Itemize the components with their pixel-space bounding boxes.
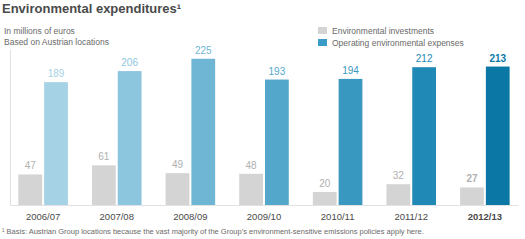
subtitle: In millions of euros (4, 26, 75, 36)
x-tick-label: 2010/11 (321, 211, 355, 222)
legend-swatch (318, 27, 327, 34)
bar (486, 67, 510, 205)
legend-label: Operating environmental expenses (332, 38, 464, 48)
data-label: 213 (489, 53, 506, 64)
bar (412, 67, 436, 205)
bar (44, 82, 68, 205)
y-axis (10, 50, 11, 206)
x-tick: 2009/10 (247, 211, 281, 222)
bar (386, 184, 410, 205)
x-axis-line (11, 205, 519, 206)
bar (92, 165, 116, 205)
legend: Environmental investments Operating envir… (318, 26, 464, 48)
x-tick-label: 2006/07 (26, 211, 60, 222)
bar (191, 59, 215, 205)
title: Environmental expenditures¹ (2, 1, 181, 16)
bar (239, 174, 263, 205)
data-label: 193 (269, 66, 286, 77)
x-tick: 2010/11 (321, 211, 355, 222)
data-label: 47 (25, 160, 37, 171)
chart-container: Environmental expenditures¹ In millions o… (0, 0, 525, 239)
bar (460, 187, 484, 205)
bar (265, 80, 289, 205)
data-label: 212 (416, 53, 433, 64)
data-label: 20 (319, 178, 331, 189)
data-label: 206 (121, 57, 138, 68)
legend-swatch (318, 39, 327, 46)
data-label: 225 (195, 45, 212, 56)
data-label: 49 (172, 159, 184, 170)
bar (18, 174, 42, 205)
x-tick-label: 2012/13 (468, 211, 502, 222)
bars (18, 59, 509, 205)
x-tick-label: 2011/12 (394, 211, 428, 222)
footnote: ¹ Basis: Austrian Group locations becaus… (2, 227, 424, 236)
subtitle: Based on Austrian locations (4, 37, 109, 47)
x-axis: 2006/07 2007/08 2008/09 2009/10 2010/11 2011/… (11, 206, 519, 222)
data-label: 32 (393, 170, 405, 181)
y-axis-line (10, 50, 11, 206)
x-tick: 2008/09 (173, 211, 207, 222)
data-label: 194 (342, 65, 359, 76)
x-tick: 2007/08 (100, 211, 134, 222)
bar (118, 71, 142, 205)
x-tick: 2011/12 (394, 211, 428, 222)
x-tick-label: 2008/09 (173, 211, 207, 222)
data-label: 48 (246, 160, 258, 171)
bar (166, 173, 190, 205)
x-tick: 2006/07 (26, 211, 60, 222)
x-tick-label: 2009/10 (247, 211, 281, 222)
bar (339, 79, 363, 205)
data-label: 27 (466, 173, 478, 184)
chart-svg: Environmental expenditures¹ In millions o… (0, 0, 525, 239)
data-label: 189 (48, 68, 65, 79)
legend-label: Environmental investments (332, 26, 434, 36)
bar (313, 192, 337, 205)
data-label: 61 (98, 151, 110, 162)
data-labels: 47 61 49 48 20 32 27 189 206 225 193 194 212 213 (25, 45, 507, 189)
x-tick: 2012/13 (468, 211, 502, 222)
x-tick-label: 2007/08 (100, 211, 134, 222)
